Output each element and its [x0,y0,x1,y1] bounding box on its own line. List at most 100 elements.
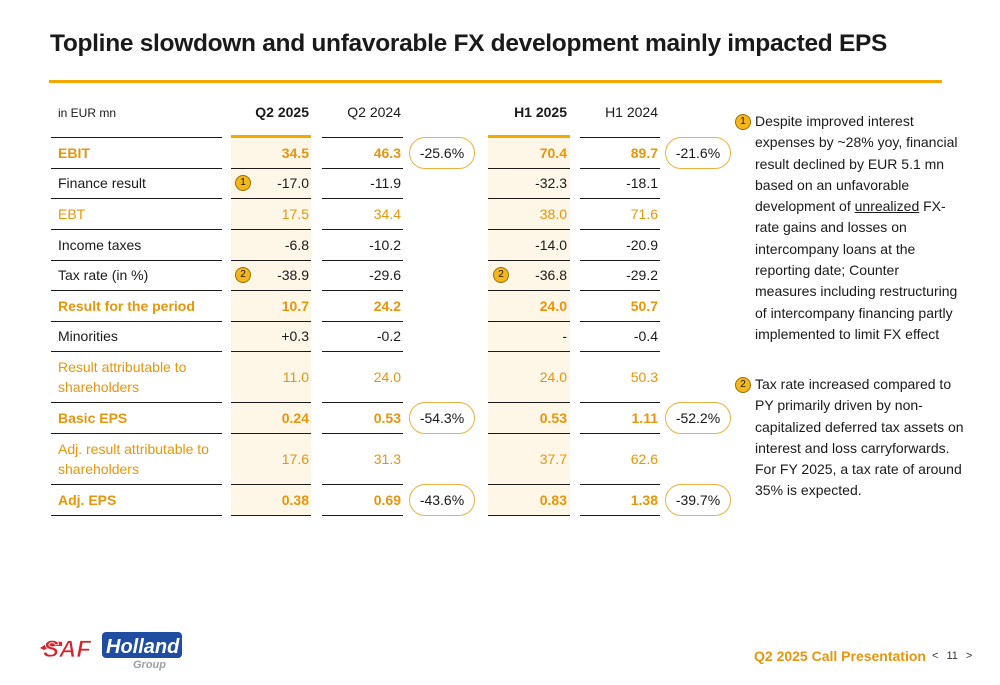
note-1-line: development of unrealized FX- [755,198,946,215]
value-q2-2024: -0.2 [376,328,401,344]
row-divider [488,290,570,291]
row-divider [322,229,403,230]
page-number: 11 [946,650,958,662]
value-q2-2024: -10.2 [369,236,401,253]
value-q2-2024: -11.9 [370,175,401,191]
value-q2-2024: 46.3 [373,145,401,161]
value-q2-2025: -38.9 [277,267,309,283]
row-divider [580,229,660,230]
row-divider [231,321,311,322]
row-divider [51,168,222,169]
pager: <11 > [928,650,976,662]
row-label: Finance result [58,175,146,191]
row-divider [51,198,222,199]
row-divider [488,229,570,230]
value-q2-2024: 0.53 [373,409,401,426]
value-h1-2025: 0.83 [539,491,567,508]
value-q2-2025: -17.0 [277,175,309,191]
row-divider [488,260,570,261]
value-q2-2025: +0.3 [281,328,309,344]
row-divider [231,351,311,352]
row-divider [322,351,403,352]
value-h1-2024: 71.6 [630,205,658,222]
header-divider [51,137,222,138]
row-divider [51,260,222,261]
prev-page-button[interactable]: < [932,650,939,662]
note-1-line: intercompany loans at the [755,240,916,257]
h1-2025-column-topbar [488,135,570,138]
value-q2-2025: 17.5 [281,205,309,222]
value-q2-2025: -6.8 [284,236,309,253]
row-label: Adj. EPS [58,491,117,508]
value-q2-2024: 0.69 [373,491,401,508]
row-divider [51,433,222,434]
note-1-line: Despite improved interest [755,113,914,129]
row-label: Minorities [58,328,118,344]
value-h1-2025: -14.0 [535,236,567,253]
row-divider [231,260,311,261]
row-divider [322,433,403,434]
row-divider [51,229,222,230]
note-1-line: measures including restructuring [755,283,958,300]
row-divider [488,168,570,169]
value-q2-2025: 34.5 [281,145,309,161]
note-2: Tax rate increased compared to PY primar… [755,374,964,502]
value-h1-2024: -0.4 [633,328,658,344]
row-divider [51,484,222,485]
row-label: Result for the period [58,297,195,314]
change-pill-h1: -21.6% [665,137,731,169]
value-q2-2025: 11.0 [282,368,309,385]
change-pill-h1: -39.7% [665,483,731,516]
next-page-button[interactable]: > [965,650,973,662]
note-1-line: rate gains and losses on [755,219,907,236]
value-q2-2024: 24.2 [373,297,401,314]
row-divider [488,402,570,403]
row-divider [231,290,311,291]
h1-2025-column-shade [488,138,570,515]
value-h1-2025: - [562,328,567,344]
value-h1-2024: 50.7 [630,297,658,314]
logo-holland: Holland [106,636,180,658]
note-1-line: expenses by ~28% yoy, financial [755,134,958,151]
note-1-line: reporting date; Counter [755,262,899,279]
note-2-line: capitalized deferred tax assets on [755,418,964,435]
row-label: Tax rate (in %) [58,267,149,283]
row-divider [488,515,570,516]
note-1-line: based on an unfavorable [755,176,910,193]
row-divider [51,290,222,291]
value-q2-2025: 17.6 [281,450,309,467]
value-h1-2025: 70.4 [539,145,567,161]
unit-label: in EUR mn [58,106,117,120]
row-divider [231,515,311,516]
change-pill-q2: -43.6% [409,483,475,516]
row-label: Income taxes [58,236,142,253]
logo-holland-box [102,632,182,658]
row-divider [488,433,570,434]
row-label-line2: shareholders [58,460,139,477]
value-h1-2024: -20.9 [626,236,658,253]
row-divider [231,433,311,434]
note-1: Despite improved interest expenses by ~2… [755,111,957,345]
row-divider [580,484,660,485]
row-divider [51,402,222,403]
row-divider [51,321,222,322]
row-label-line1: Result attributable to [58,358,187,375]
q2-2025-column-shade [231,138,311,515]
note-2-line: Tax rate increased compared to [755,376,952,392]
note-1-line: implemented to limit FX effect [755,325,940,342]
note-2-line: PY primarily driven by non- [755,397,923,414]
logo-saf: SAF [43,636,92,663]
value-h1-2024: 50.3 [630,368,658,385]
logo-swoosh [40,641,62,650]
footnote-marker: 2 [493,267,509,283]
value-h1-2025: -36.8 [535,267,567,283]
logo-group: Group [133,659,166,671]
value-q2-2025: 0.38 [281,491,309,508]
header-divider [580,137,660,138]
footnote-marker: 1 [235,175,251,191]
row-divider [231,402,311,403]
row-label: EBIT [58,145,90,161]
page-title: Topline slowdown and unfavorable FX deve… [50,30,888,57]
row-label: Basic EPS [58,409,128,426]
row-divider [580,198,660,199]
